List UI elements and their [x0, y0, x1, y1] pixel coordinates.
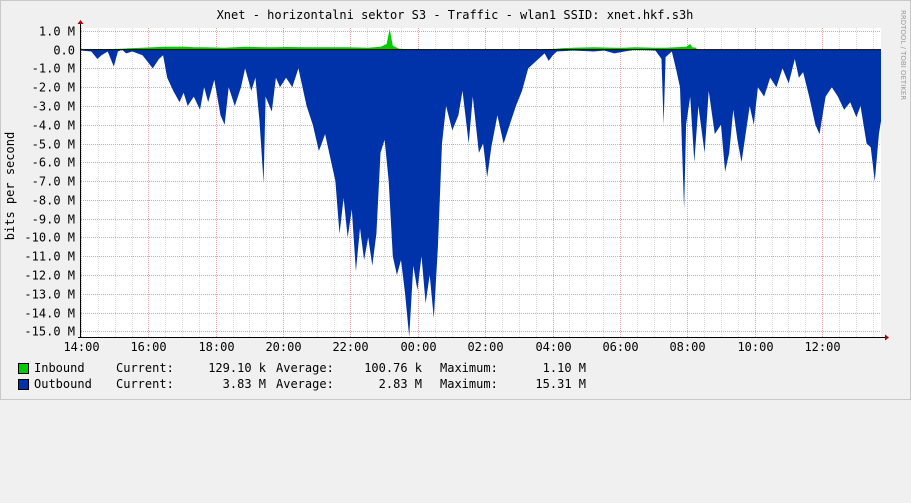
inbound-current-value: 129.10 k	[208, 361, 266, 375]
x-tick-label: 04:00	[535, 340, 571, 354]
y-tick-label: -5.0 M	[32, 138, 75, 152]
outbound-current-label: Current:	[116, 377, 174, 391]
legend-outbound: Outbound Current: 3.83 M Average: 2.83 M…	[18, 377, 586, 391]
outbound-maximum-label: Maximum:	[440, 377, 498, 391]
outbound-current-value: 3.83 M	[222, 377, 266, 391]
inbound-label: Inbound	[34, 361, 85, 375]
y-tick-label: -11.0 M	[24, 250, 75, 264]
inbound-current-label: Current:	[116, 361, 174, 375]
x-tick-label: 18:00	[198, 340, 234, 354]
chart-title: Xnet - horizontalni sektor S3 - Traffic …	[217, 8, 694, 22]
y-axis-label: bits per second	[3, 132, 17, 240]
outbound-average-label: Average:	[276, 377, 334, 391]
x-tick-label: 00:00	[400, 340, 436, 354]
outbound-average-value: 2.83 M	[378, 377, 422, 391]
inbound-maximum-label: Maximum:	[440, 361, 498, 375]
outbound-maximum-value: 15.31 M	[535, 377, 586, 391]
x-tick-label: 12:00	[804, 340, 840, 354]
inbound-average-label: Average:	[276, 361, 334, 375]
y-tick-label: 0.0	[53, 44, 75, 58]
y-axis-arrow	[77, 20, 84, 24]
y-tick-label: -12.0 M	[24, 269, 75, 283]
outbound-swatch	[18, 379, 29, 390]
legend-inbound: Inbound Current: 129.10 k Average: 100.7…	[18, 361, 586, 375]
y-tick-label: -8.0 M	[32, 194, 75, 208]
x-tick-label: 20:00	[265, 340, 301, 354]
y-tick-label: -9.0 M	[32, 213, 75, 227]
y-tick-label: -13.0 M	[24, 288, 75, 302]
y-tick-label: -15.0 M	[24, 325, 75, 339]
x-tick-label: 22:00	[332, 340, 368, 354]
series-area-inbound	[81, 28, 697, 50]
y-tick-label: -10.0 M	[24, 231, 75, 245]
inbound-maximum-value: 1.10 M	[542, 361, 586, 375]
x-tick-label: 10:00	[737, 340, 773, 354]
x-tick-label: 02:00	[467, 340, 503, 354]
plot-area: 1.0 M 0.0 -1.0 M -2.0 M -3.0 M -4.0 M -5.0 M -6…	[24, 20, 889, 354]
y-tick-label: -4.0 M	[32, 119, 75, 133]
series-area-outbound	[81, 49, 881, 337]
y-tick-label: -3.0 M	[32, 100, 75, 114]
inbound-average-value: 100.76 k	[364, 361, 422, 375]
x-axis-arrow	[885, 334, 889, 341]
x-tick-label: 06:00	[602, 340, 638, 354]
y-tick-label: -2.0 M	[32, 81, 75, 95]
x-tick-label: 14:00	[63, 340, 99, 354]
outbound-label: Outbound	[34, 377, 92, 391]
y-tick-label: 1.0 M	[39, 25, 75, 39]
y-tick-label: -7.0 M	[32, 175, 75, 189]
x-tick-label: 16:00	[130, 340, 166, 354]
y-tick-label: -14.0 M	[24, 307, 75, 321]
rrdtool-watermark: RRDTOOL / TOBI OETIKER	[899, 10, 907, 100]
y-tick-label: -6.0 M	[32, 156, 75, 170]
inbound-swatch	[18, 363, 29, 374]
x-tick-label: 08:00	[669, 340, 705, 354]
y-tick-label: -1.0 M	[32, 62, 75, 76]
traffic-chart: Xnet - horizontalni sektor S3 - Traffic …	[3, 8, 907, 354]
